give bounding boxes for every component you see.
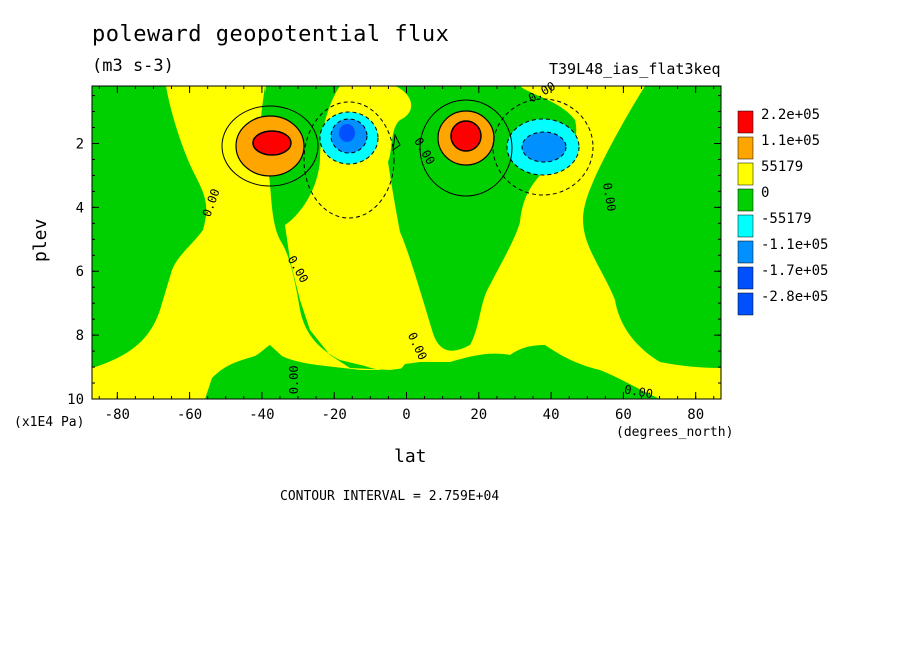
legend-label: 2.2e+05: [761, 107, 820, 123]
legend-swatch: [737, 240, 754, 264]
x-tick-label: -20: [322, 407, 347, 423]
axis-ticks: -80 -60 -40 -20 0 20 40 60 80 2 4 6 8 10: [67, 86, 721, 423]
x-tick-label: -60: [177, 407, 202, 423]
x-tick-label: 60: [615, 407, 632, 423]
red-high-sh: [253, 131, 291, 155]
legend: 2.2e+05 1.1e+05 55179 0 -55179 -1.1e+05 -1.7e+…: [737, 107, 828, 316]
legend-swatch: [737, 162, 754, 186]
contour-label: 0.00: [623, 382, 654, 401]
negative-region-sh-polar: [92, 86, 207, 368]
contour-label: 0.00: [600, 182, 619, 213]
negative-region-lower-band: [205, 345, 660, 399]
contour-lines: [221, 98, 594, 219]
chart-title: poleward geopotential flux: [92, 22, 450, 47]
x-tick-label: -80: [105, 407, 130, 423]
red-high-nh: [451, 121, 481, 151]
plot-area: [92, 86, 721, 399]
legend-swatch: [737, 136, 754, 160]
legend-label: 0: [761, 185, 769, 201]
y-tick-label: 4: [76, 200, 84, 216]
y-tick-label: 2: [76, 136, 84, 152]
y-axis-units: (x1E4 Pa): [14, 415, 85, 430]
y-tick-label: 6: [76, 264, 84, 280]
legend-swatch: [737, 214, 754, 238]
legend-label: -55179: [761, 211, 812, 227]
x-axis-label: lat: [394, 446, 427, 467]
y-tick-label: 10: [67, 392, 84, 408]
x-tick-label: 40: [543, 407, 560, 423]
blue-low-nh: [522, 132, 566, 162]
contour-interval-note: CONTOUR INTERVAL = 2.759E+04: [280, 489, 500, 504]
chart-units: (m3 s-3): [92, 56, 174, 76]
y-tick-label: 8: [76, 328, 84, 344]
legend-swatch: [737, 188, 754, 212]
legend-label: 1.1e+05: [761, 133, 820, 149]
legend-label: -2.8e+05: [761, 289, 828, 305]
x-tick-label: 80: [687, 407, 704, 423]
negative-region-nh-polar: [583, 86, 721, 368]
legend-swatch: [737, 292, 754, 316]
x-axis-units: (degrees_north): [616, 425, 734, 440]
legend-label: 55179: [761, 159, 803, 175]
x-tick-label: -40: [249, 407, 274, 423]
x-tick-label: 20: [470, 407, 487, 423]
blue-core-sh: [339, 124, 355, 142]
negative-region-central: [260, 86, 577, 372]
legend-label: -1.7e+05: [761, 263, 828, 279]
dataset-label: T39L48_ias_flat3keq: [549, 60, 721, 78]
legend-swatch: [737, 266, 754, 290]
legend-label: -1.1e+05: [761, 237, 828, 253]
contour-label: 0.00: [287, 365, 301, 394]
legend-swatch: [737, 110, 754, 134]
x-tick-label: 0: [402, 407, 410, 423]
